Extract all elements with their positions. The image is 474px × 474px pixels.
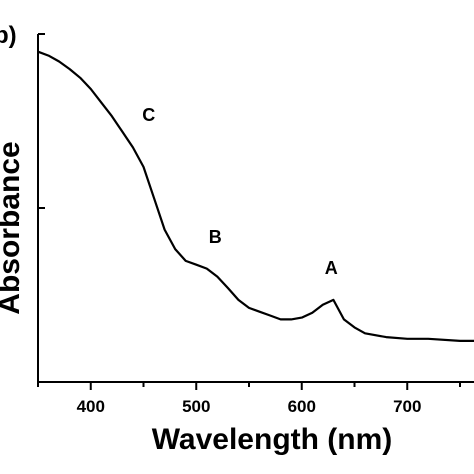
y-axis-title: Absorbance xyxy=(0,141,26,314)
x-tick-label: 400 xyxy=(77,397,105,416)
x-axis-title: Wavelength (nm) xyxy=(152,423,393,456)
peak-label-c: C xyxy=(142,105,155,125)
panel-label: b) xyxy=(0,22,17,49)
peak-label-b: B xyxy=(209,227,222,247)
plot-area xyxy=(37,33,474,383)
x-tick-label: 700 xyxy=(393,397,421,416)
peak-label-a: A xyxy=(325,258,338,278)
x-ticks: 400 500 600 700 xyxy=(37,382,461,416)
x-tick-label: 500 xyxy=(182,397,210,416)
x-tick-label: 600 xyxy=(288,397,316,416)
annotations: C B A xyxy=(142,105,338,278)
absorbance-series-line xyxy=(37,50,474,342)
